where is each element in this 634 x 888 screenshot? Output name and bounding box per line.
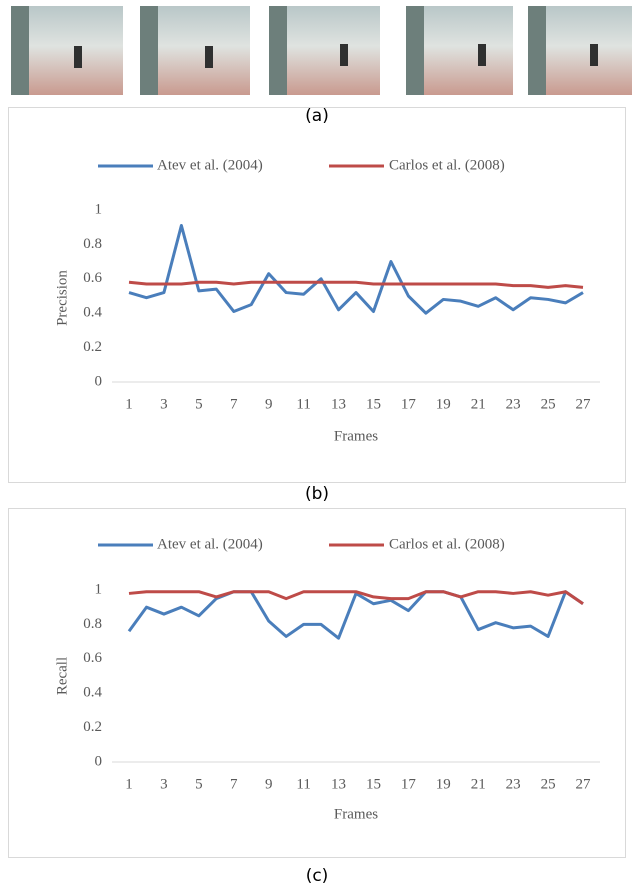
x-tick-label: 9 [265, 776, 273, 792]
frame-image [140, 6, 250, 95]
x-tick-label: 3 [160, 396, 168, 412]
chart-frame [8, 508, 626, 858]
x-tick-label: 13 [331, 776, 346, 792]
x-tick-label: 15 [366, 396, 381, 412]
caption: (b) [305, 484, 329, 504]
x-tick-label: 19 [436, 776, 451, 792]
x-tick-label: 7 [230, 396, 238, 412]
y-tick-label: 0.6 [83, 650, 102, 666]
y-axis-label: Precision [54, 270, 70, 326]
legend-label: Carlos et al. (2008) [389, 157, 505, 173]
data-line [128, 590, 584, 605]
frame-image [11, 6, 123, 95]
x-tick-label: 9 [265, 396, 273, 412]
x-tick-label: 13 [331, 396, 346, 412]
x-tick-label: 1 [125, 396, 133, 412]
frame-images [11, 6, 632, 95]
x-tick-label: 5 [195, 396, 203, 412]
x-tick-label: 25 [541, 396, 556, 412]
frame-image [528, 6, 632, 95]
x-tick-label: 23 [506, 776, 521, 792]
x-tick-label: 11 [296, 396, 310, 412]
frame-image [406, 6, 513, 95]
legend-label: Atev et al. (2004) [157, 536, 263, 552]
y-axis-label: Recall [54, 657, 70, 695]
x-tick-label: 27 [576, 396, 592, 412]
x-tick-label: 21 [471, 776, 486, 792]
y-tick-label: 0.4 [83, 305, 102, 321]
legend-label: Carlos et al. (2008) [389, 536, 505, 552]
caption: (a) [305, 106, 329, 126]
x-tick-label: 23 [506, 396, 521, 412]
y-tick-label: 0 [95, 373, 103, 389]
x-tick-label: 17 [401, 776, 417, 792]
x-tick-label: 11 [296, 776, 310, 792]
x-tick-label: 5 [195, 776, 203, 792]
caption: (c) [306, 866, 329, 886]
x-tick-label: 7 [230, 776, 238, 792]
y-tick-label: 0.8 [83, 236, 102, 252]
x-tick-label: 25 [541, 776, 556, 792]
data-line [128, 280, 584, 289]
x-tick-label: 21 [471, 396, 486, 412]
x-axis-label: Frames [334, 428, 378, 444]
x-tick-label: 17 [401, 396, 417, 412]
x-axis-label: Frames [334, 806, 378, 822]
y-tick-label: 0.2 [83, 339, 102, 355]
legend-label: Atev et al. (2004) [157, 157, 263, 173]
data-line [128, 223, 584, 315]
y-tick-label: 0 [95, 753, 103, 769]
x-tick-label: 1 [125, 776, 133, 792]
data-line [127, 590, 584, 640]
x-tick-label: 19 [436, 396, 451, 412]
x-tick-label: 27 [576, 776, 592, 792]
x-tick-label: 15 [366, 776, 381, 792]
x-tick-label: 3 [160, 776, 168, 792]
y-tick-label: 0.8 [83, 616, 102, 632]
y-tick-label: 1 [95, 581, 103, 597]
y-tick-label: 1 [95, 201, 103, 217]
y-tick-label: 0.6 [83, 270, 102, 286]
y-tick-label: 0.2 [83, 719, 102, 735]
frame-image [269, 6, 380, 95]
chart-frame [8, 107, 626, 483]
y-tick-label: 0.4 [83, 685, 102, 701]
